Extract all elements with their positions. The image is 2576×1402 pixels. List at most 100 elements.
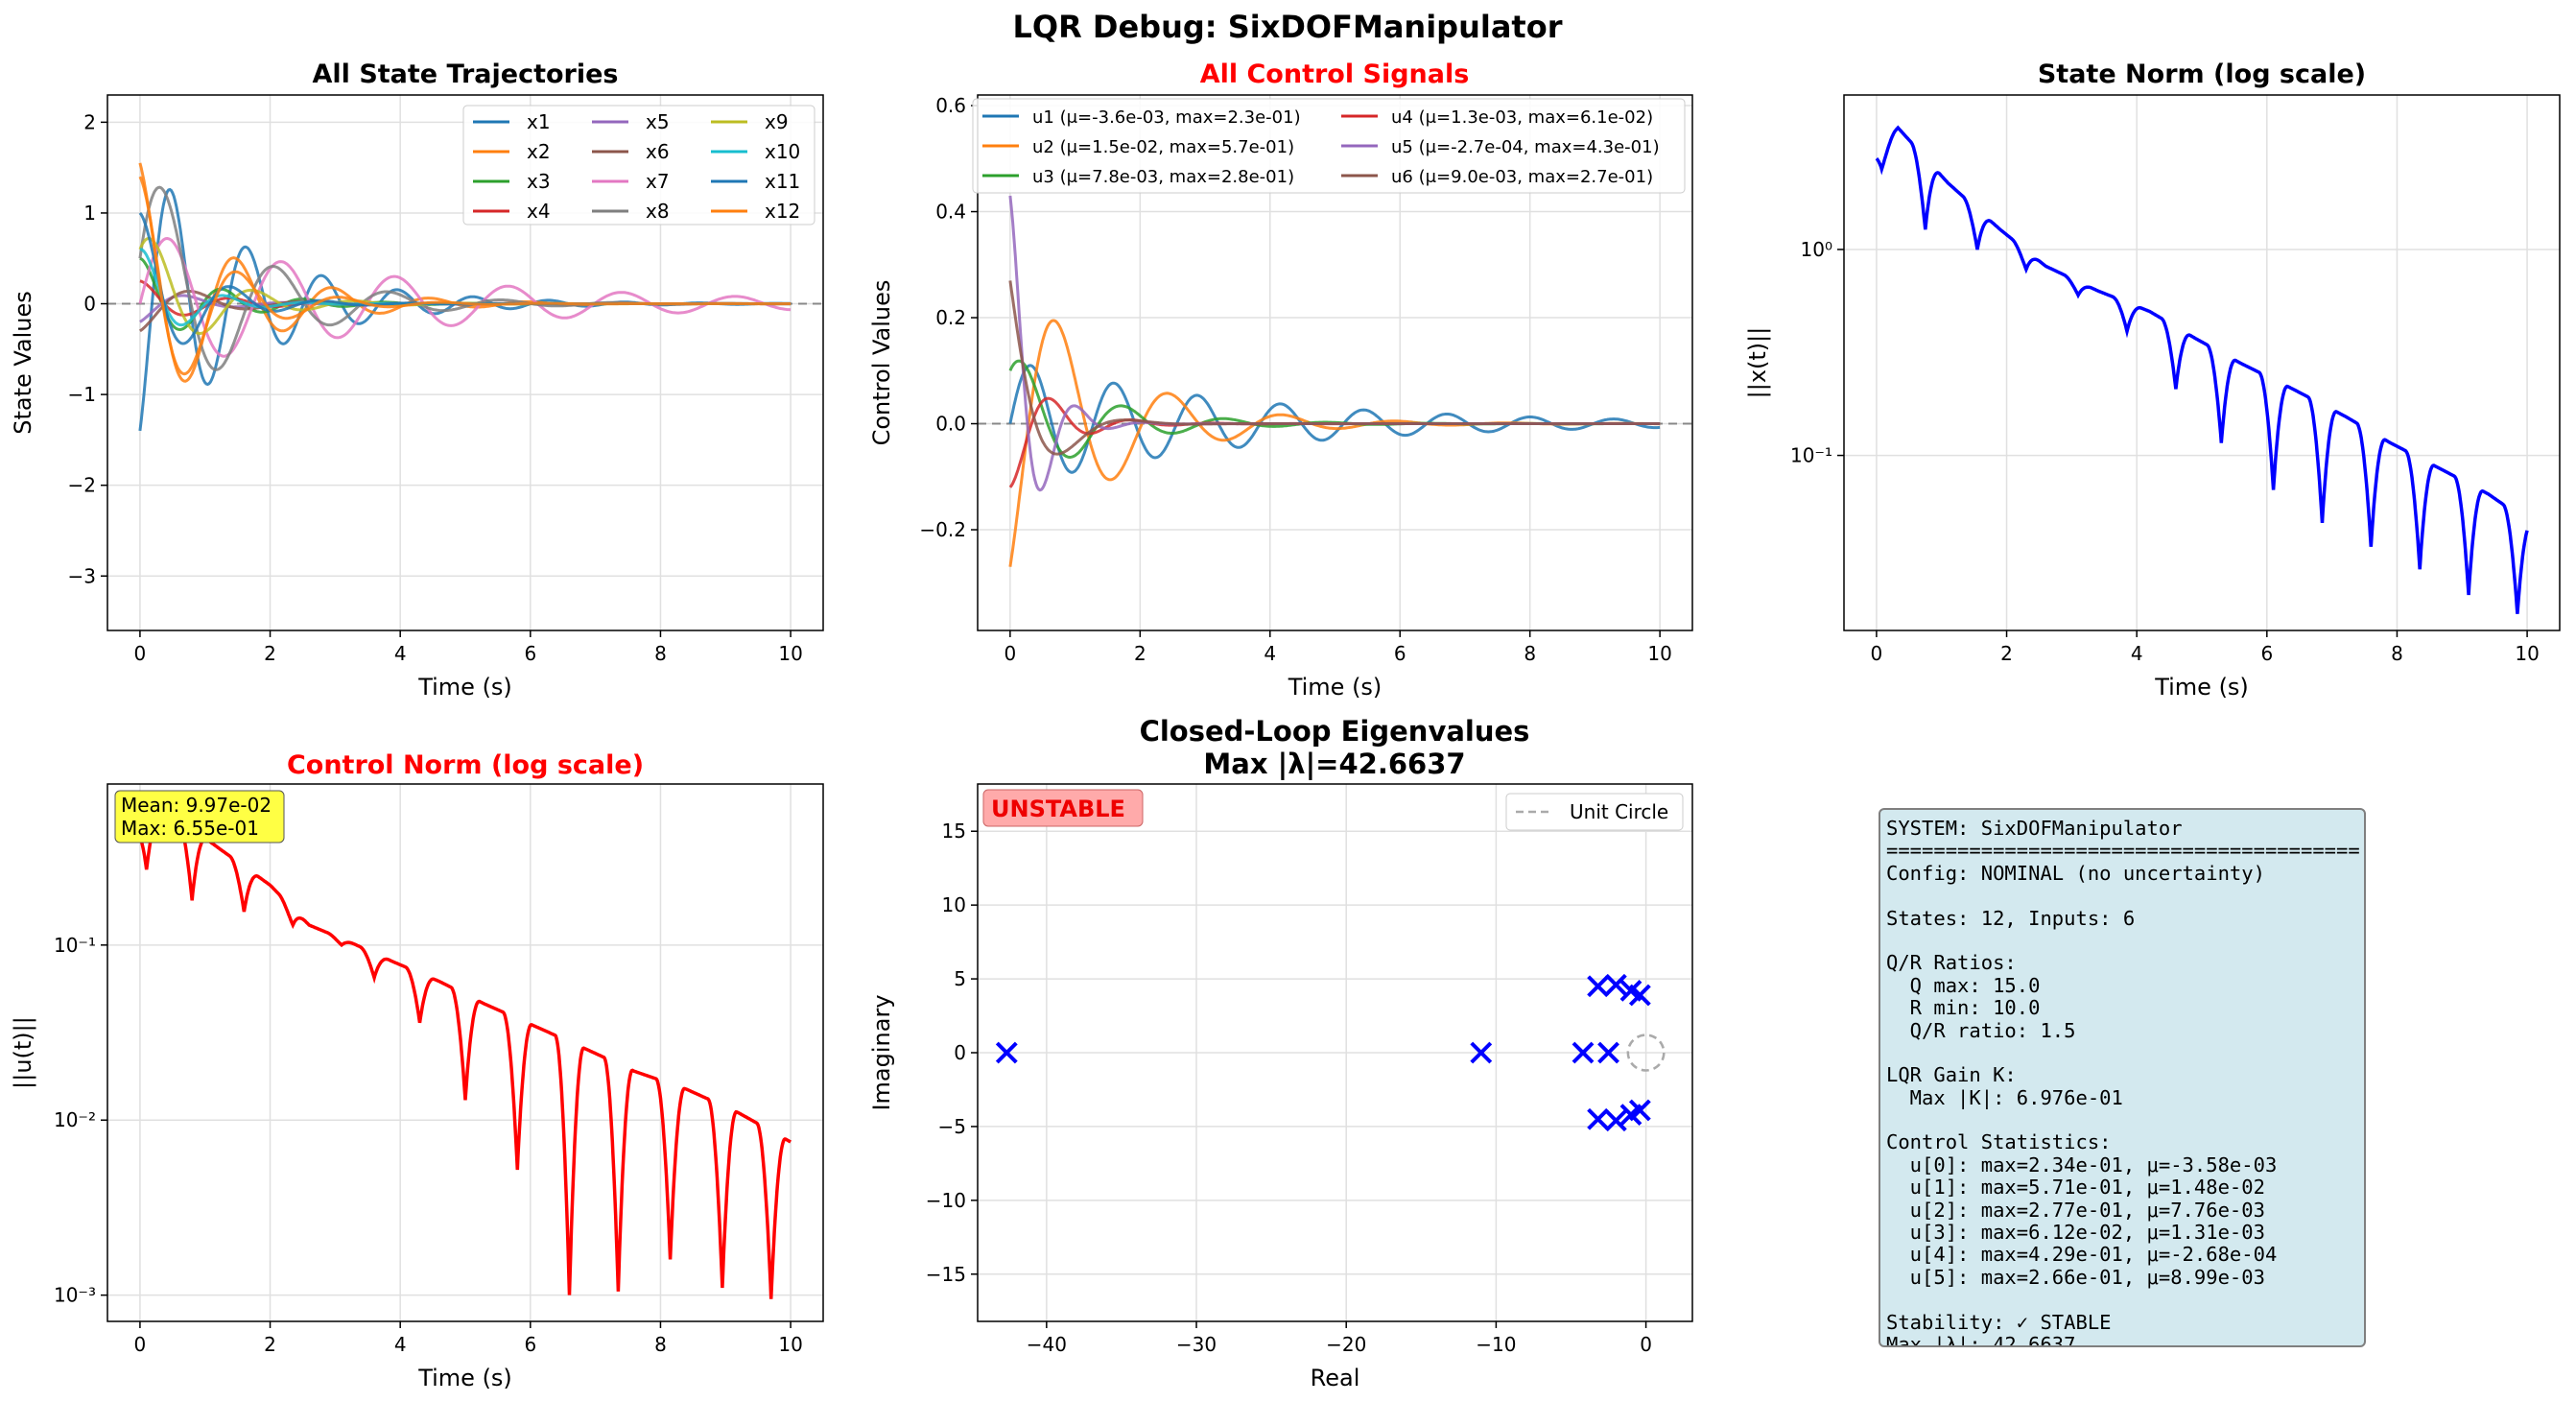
y-tick-label: −2	[68, 474, 96, 497]
x-axis-label: Time (s)	[2154, 674, 2249, 701]
panel-state-norm: 0 2 4 6 8 10 10⁻¹ 10⁰ Time (s) ||x(t)|| State Norm…	[1744, 59, 2561, 701]
legend-label: x2	[527, 140, 551, 163]
axes-frame	[106, 94, 824, 631]
summary-line: ========================================	[1886, 839, 2360, 863]
axes-frame	[1843, 94, 2561, 631]
summary-line	[1886, 1109, 2358, 1131]
panel-eigen: −40 −30 −20 −10 0 −15 −10 −5 0 5 10 15 Real Imaginary…	[868, 715, 1693, 1391]
x-tick-label: 4	[2131, 642, 2143, 665]
x-tick-label: 10	[778, 642, 802, 665]
marker-stroke	[1628, 1099, 1651, 1122]
y-axis-label: ||x(t)||	[1744, 327, 1771, 399]
x-tick-label: 0	[1871, 642, 1883, 665]
x-tick-label: 10	[1647, 642, 1671, 665]
eigenvalue-marker	[1470, 1041, 1493, 1064]
legend-label: u6 (μ=9.0e-03, max=2.7e-01)	[1391, 167, 1653, 187]
y-tick-label: 10⁰	[1801, 238, 1832, 261]
marker-stroke	[995, 1041, 1018, 1064]
y-tick-label: 10⁻³	[54, 1284, 96, 1307]
summary-line: Q/R ratio: 1.5	[1886, 1018, 2076, 1042]
x-tick-label: 8	[1524, 642, 1536, 665]
x-tick-label: 0	[1640, 1333, 1652, 1356]
eigenvalue-marker	[1604, 1109, 1627, 1132]
summary-line	[1886, 1289, 2358, 1311]
legend-controls: u1 (μ=-3.6e-03, max=2.3e-01) u2 (μ=1.5e-0…	[972, 98, 1686, 194]
summary-line: u[1]: max=5.71e-01, μ=1.48e-02	[1886, 1176, 2265, 1200]
x-tick-label: 2	[264, 642, 276, 665]
x-tick-label: 8	[2391, 642, 2403, 665]
control-series-u6	[1008, 280, 1661, 456]
legend-label: x7	[646, 170, 670, 193]
control-series-u5	[1008, 195, 1661, 492]
summary-line	[1886, 885, 2358, 907]
control-series-u3	[1008, 359, 1661, 460]
y-tick-label: 1	[83, 202, 96, 225]
x-axis-label: Real	[1311, 1365, 1360, 1391]
x-tick-label: −40	[1027, 1333, 1067, 1356]
summary-line: u[3]: max=6.12e-02, μ=1.31e-03	[1886, 1221, 2265, 1245]
y-tick-label: −15	[926, 1263, 966, 1286]
state-series-x12	[138, 162, 792, 376]
plot-area	[1875, 125, 2529, 614]
x-tick-label: 4	[394, 1333, 407, 1356]
legend-label: x12	[765, 200, 800, 223]
x-tick-label: −20	[1326, 1333, 1366, 1356]
eigenvalue-marker	[1628, 1099, 1651, 1122]
legend-label: u3 (μ=7.8e-03, max=2.8e-01)	[1032, 167, 1294, 187]
legend-label: u2 (μ=1.5e-02, max=5.7e-01)	[1032, 137, 1294, 157]
y-tick-label: 15	[942, 820, 966, 843]
x-tick-label: −30	[1176, 1333, 1217, 1356]
x-tick-label: 0	[134, 1333, 147, 1356]
summary-line: Max |K|: 6.976e-01	[1886, 1085, 2123, 1109]
panel-title-states: All State Trajectories	[313, 59, 619, 89]
summary-line: u[2]: max=2.77e-01, μ=7.76e-03	[1886, 1198, 2265, 1222]
x-tick-label: 6	[524, 1333, 536, 1356]
x-axis-label: Time (s)	[417, 1365, 512, 1391]
marker-stroke	[1587, 1107, 1610, 1130]
summary-line: R min: 10.0	[1886, 996, 2041, 1020]
legend-label: x4	[527, 200, 551, 223]
plot-area	[995, 973, 1666, 1132]
y-axis-label: Imaginary	[868, 994, 895, 1110]
legend-label: x5	[646, 110, 670, 133]
summary-line: LQR Gain K:	[1886, 1063, 2017, 1087]
x-tick-label: 10	[2515, 642, 2539, 665]
legend-label: u1 (μ=-3.6e-03, max=2.3e-01)	[1032, 107, 1301, 128]
summary-line: States: 12, Inputs: 6	[1886, 906, 2136, 930]
legend-states: x1 x2 x3 x4 x5 x6 x7 x8 x9 x10 x11 x12	[462, 105, 815, 226]
summary-line: Q max: 15.0	[1886, 973, 2041, 997]
axes-frame	[977, 783, 1693, 1322]
x-tick-label: 2	[2000, 642, 2013, 665]
plot-area	[107, 162, 823, 432]
legend-label: x10	[765, 140, 800, 163]
legend-label: Unit Circle	[1570, 800, 1668, 823]
summary-line: Q/R Ratios:	[1886, 951, 2017, 975]
summary-line: SYSTEM: SixDOFManipulator	[1886, 817, 2183, 840]
y-axis-label: Control Values	[868, 280, 895, 446]
x-tick-label: 6	[524, 642, 536, 665]
y-tick-label: 5	[954, 967, 966, 990]
panel-title-state-norm: State Norm (log scale)	[2038, 59, 2366, 89]
y-tick-label: −5	[938, 1115, 966, 1138]
state-norm-line	[1875, 125, 2529, 614]
y-tick-label: 2	[83, 110, 96, 133]
marker-stroke	[1604, 973, 1627, 996]
y-tick-label: −0.2	[919, 518, 966, 541]
y-tick-label: 0	[954, 1041, 966, 1064]
panel-title-controls: All Control Signals	[1200, 59, 1470, 89]
unstable-badge	[982, 789, 1144, 827]
state-series-x11	[138, 211, 792, 345]
marker-stroke	[1604, 1109, 1627, 1132]
eigenvalue-marker	[1572, 1041, 1595, 1064]
summary-line: Config: NOMINAL (no uncertainty)	[1886, 861, 2265, 885]
x-tick-label: 6	[2260, 642, 2273, 665]
marker-stroke	[1587, 975, 1610, 998]
eigenvalue-marker	[1628, 984, 1651, 1007]
summary-line	[1886, 1042, 2358, 1064]
x-tick-label: 0	[1004, 642, 1016, 665]
x-tick-label: 8	[654, 642, 667, 665]
summary-line	[1886, 930, 2358, 952]
legend-box	[972, 98, 1686, 194]
x-axis-label: Time (s)	[417, 674, 512, 701]
y-tick-label: −10	[926, 1189, 966, 1212]
